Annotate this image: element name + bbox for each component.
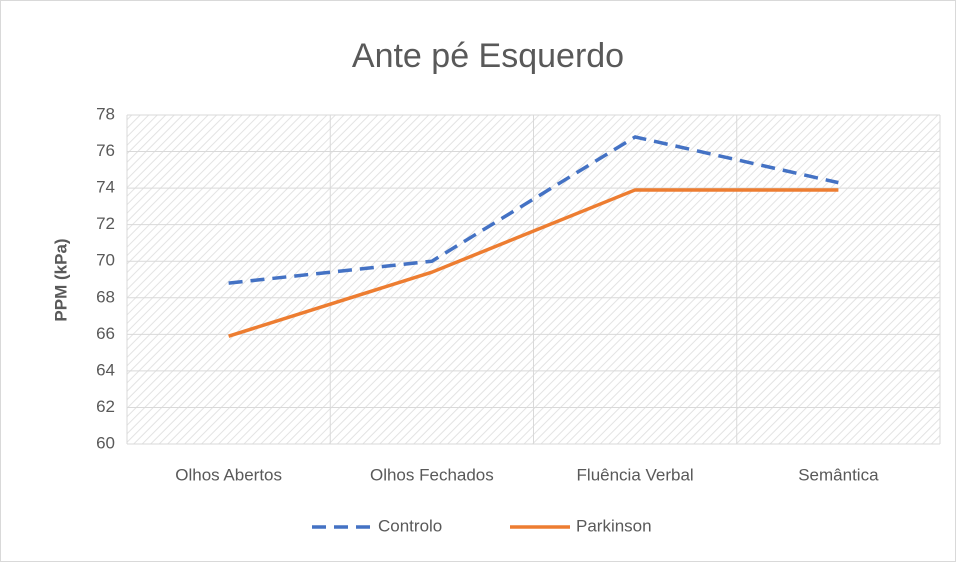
- y-tick-label: 74: [96, 178, 115, 197]
- x-tick-label: Semântica: [798, 465, 879, 484]
- x-tick-label: Fluência Verbal: [577, 465, 694, 484]
- y-tick-label: 60: [96, 433, 115, 452]
- y-tick-label: 62: [96, 397, 115, 416]
- y-tick-label: 72: [96, 214, 115, 233]
- x-tick-label: Olhos Fechados: [370, 465, 494, 484]
- legend-label: Parkinson: [576, 516, 652, 535]
- y-tick-label: 78: [96, 104, 115, 123]
- y-tick-label: 70: [96, 251, 115, 270]
- y-tick-label: 66: [96, 324, 115, 343]
- series-line: [228, 188, 839, 338]
- y-tick-label: 64: [96, 360, 115, 379]
- y-axis-label: PPM (kPa): [51, 238, 70, 321]
- legend-label: Controlo: [378, 516, 442, 535]
- y-tick-label: 68: [96, 287, 115, 306]
- y-tick-label: 76: [96, 141, 115, 160]
- x-tick-label: Olhos Abertos: [175, 465, 282, 484]
- chart-title: Ante pé Esquerdo: [352, 37, 624, 75]
